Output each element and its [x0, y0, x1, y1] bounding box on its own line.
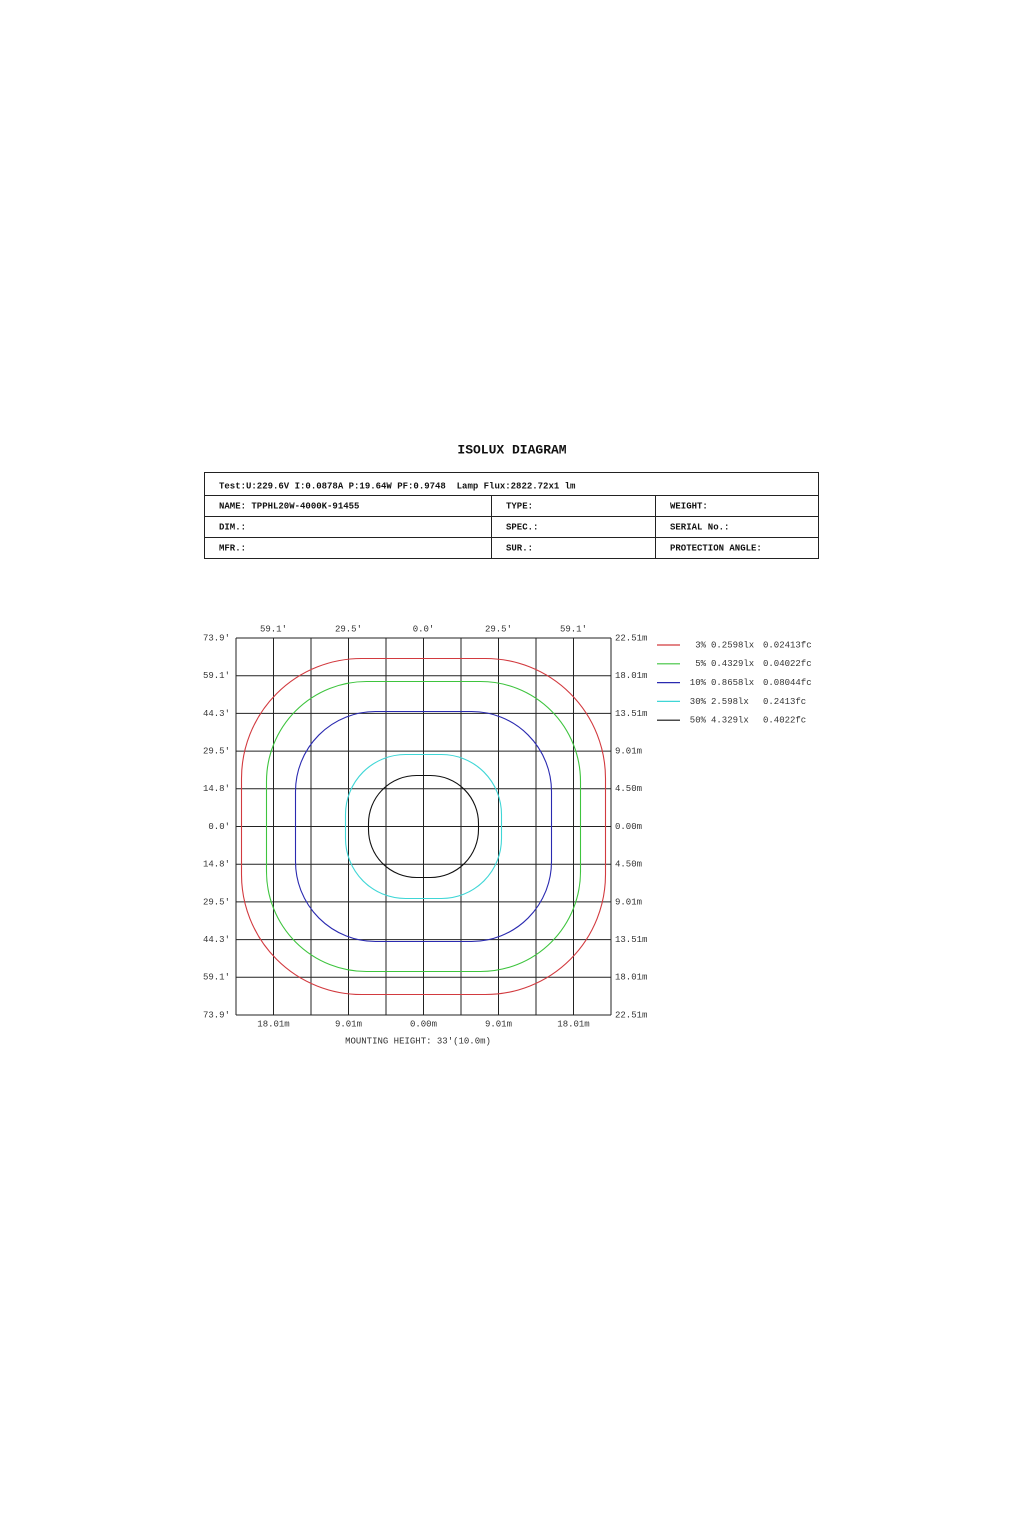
right-label: 13.51m: [615, 935, 647, 945]
left-label: 73.9': [203, 1010, 230, 1020]
legend-fc: 0.4022fc: [763, 716, 806, 726]
legend-fc: 0.08044fc: [763, 678, 812, 688]
top-label: 59.1': [560, 624, 587, 634]
right-label: 13.51m: [615, 709, 647, 719]
table-cell: TYPE:: [506, 501, 533, 511]
right-label: 9.01m: [615, 897, 642, 907]
left-label: 44.3': [203, 935, 230, 945]
legend-fc: 0.2413fc: [763, 697, 806, 707]
legend-level: 3%: [695, 640, 706, 650]
left-label: 59.1': [203, 973, 230, 983]
legend-lux: 0.8658lx: [711, 678, 754, 688]
table-cell: WEIGHT:: [670, 501, 708, 511]
bottom-label: 9.01m: [485, 1019, 512, 1029]
left-label: 29.5': [203, 897, 230, 907]
left-label: 59.1': [203, 671, 230, 681]
isolux-contour: [265, 680, 582, 973]
left-label: 44.3': [203, 709, 230, 719]
left-label: 73.9': [203, 633, 230, 643]
legend-lux: 0.4329lx: [711, 659, 754, 669]
table-cell: SPEC.:: [506, 522, 538, 532]
legend-lux: 0.2598lx: [711, 640, 754, 650]
isolux-contour: [294, 710, 553, 943]
right-label: 22.51m: [615, 1010, 647, 1020]
left-label: 0.0': [208, 822, 230, 832]
table-cell: DIM.:: [219, 522, 246, 532]
table-cell: MFR.:: [219, 543, 246, 553]
top-label: 59.1': [260, 624, 287, 634]
legend-level: 5%: [695, 659, 706, 669]
info-table: [204, 472, 819, 559]
left-label: 29.5': [203, 746, 230, 756]
right-label: 4.50m: [615, 860, 642, 870]
title: ISOLUX DIAGRAM: [457, 442, 566, 457]
table-cell: SERIAL No.:: [670, 522, 729, 532]
bottom-label: 18.01m: [257, 1019, 289, 1029]
legend-level: 50%: [690, 716, 707, 726]
right-label: 4.50m: [615, 784, 642, 794]
right-label: 9.01m: [615, 746, 642, 756]
test-line: Test:U:229.6V I:0.0878A P:19.64W PF:0.97…: [219, 481, 576, 491]
legend-lux: 4.329lx: [711, 716, 749, 726]
legend-fc: 0.02413fc: [763, 640, 812, 650]
bottom-label: 9.01m: [335, 1019, 362, 1029]
left-label: 14.8': [203, 860, 230, 870]
table-cell: SUR.:: [506, 543, 533, 553]
table-cell: NAME: TPPHL20W-4000K-91455: [219, 501, 359, 511]
isolux-contour: [344, 753, 503, 900]
isolux-contour: [240, 657, 607, 996]
top-label: 29.5': [485, 624, 512, 634]
right-label: 0.00m: [615, 822, 642, 832]
top-label: 29.5': [335, 624, 362, 634]
table-cell: PROTECTION ANGLE:: [670, 543, 762, 553]
legend-level: 30%: [690, 697, 707, 707]
bottom-label: 18.01m: [557, 1019, 589, 1029]
left-label: 14.8': [203, 784, 230, 794]
right-label: 18.01m: [615, 973, 647, 983]
top-label: 0.0': [413, 624, 435, 634]
isolux-contour: [367, 774, 480, 879]
table-border: [204, 472, 819, 559]
right-label: 22.51m: [615, 633, 647, 643]
caption: MOUNTING HEIGHT: 33'(10.0m): [345, 1036, 491, 1046]
legend-fc: 0.04022fc: [763, 659, 812, 669]
right-label: 18.01m: [615, 671, 647, 681]
legend-lux: 2.598lx: [711, 697, 749, 707]
legend-level: 10%: [690, 678, 707, 688]
bottom-label: 0.00m: [410, 1019, 437, 1029]
